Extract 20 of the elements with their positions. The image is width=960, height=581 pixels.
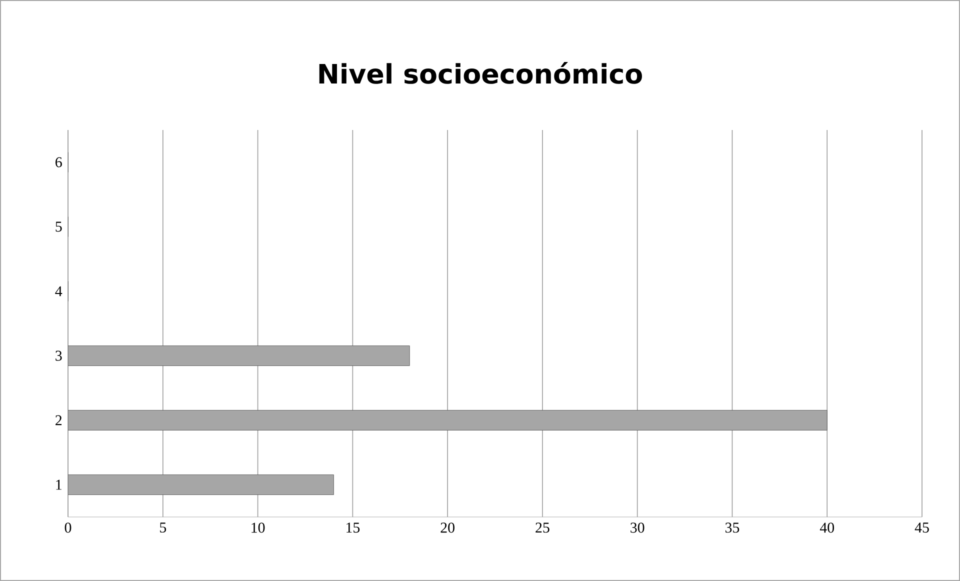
x-tick-label: 0 [64, 522, 72, 533]
bar [68, 410, 828, 430]
x-tick-label: 5 [160, 522, 166, 533]
x-tick-label: 35 [725, 522, 740, 533]
y-tick-label: 1 [56, 480, 62, 490]
y-tick-label: 6 [56, 157, 62, 168]
x-tick-label: 45 [914, 522, 929, 533]
x-tick-label: 20 [440, 522, 454, 533]
x-tick-label: 30 [630, 522, 644, 533]
bar [68, 474, 334, 495]
y-tick-label: 5 [56, 222, 62, 232]
x-tick-label: 15 [346, 522, 360, 533]
y-tick-label: 2 [56, 415, 62, 426]
chart-title: Nivel socioeconómico [319, 62, 642, 84]
x-tick-label: 10 [252, 522, 265, 533]
x-tick-label: 25 [536, 522, 550, 533]
y-tick-label: 3 [56, 350, 62, 361]
y-tick-label: 4 [55, 286, 62, 296]
bar [68, 346, 410, 366]
x-tick-label: 40 [820, 522, 834, 533]
